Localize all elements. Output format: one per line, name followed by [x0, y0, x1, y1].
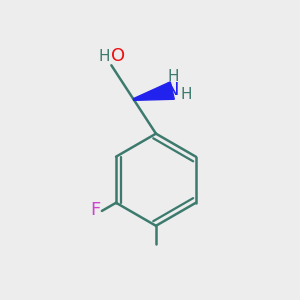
- Text: O: O: [111, 47, 125, 65]
- Text: N: N: [166, 81, 179, 99]
- Text: H: H: [167, 69, 178, 84]
- Text: H: H: [98, 49, 110, 64]
- Polygon shape: [134, 82, 174, 100]
- Text: H: H: [181, 87, 192, 102]
- Text: F: F: [90, 201, 100, 219]
